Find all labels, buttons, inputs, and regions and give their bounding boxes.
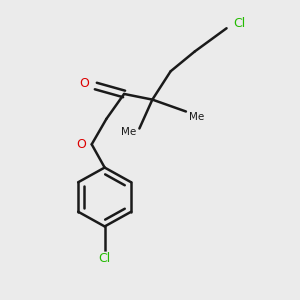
Text: Me: Me bbox=[190, 112, 205, 122]
Text: Me: Me bbox=[121, 127, 136, 137]
Text: Cl: Cl bbox=[233, 17, 245, 30]
Text: O: O bbox=[80, 77, 89, 90]
Text: Cl: Cl bbox=[98, 252, 111, 265]
Text: O: O bbox=[76, 138, 86, 151]
